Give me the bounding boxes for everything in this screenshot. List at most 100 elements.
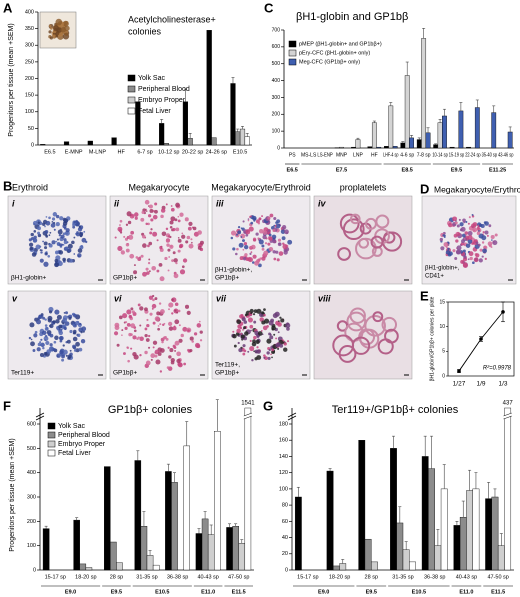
cell bbox=[160, 348, 165, 353]
cell bbox=[252, 313, 256, 316]
y-axis-label: Progenitors per tissue (mean +SEM) bbox=[8, 23, 15, 136]
cell bbox=[80, 338, 86, 344]
cell bbox=[337, 247, 351, 261]
cell bbox=[121, 329, 124, 332]
cell bbox=[179, 269, 186, 275]
cell bbox=[145, 210, 148, 212]
cell bbox=[168, 256, 171, 258]
cell bbox=[41, 314, 44, 317]
cell bbox=[339, 213, 360, 234]
cell bbox=[279, 343, 284, 348]
bar bbox=[85, 567, 93, 571]
cell bbox=[273, 257, 277, 261]
cell bbox=[255, 339, 260, 345]
cell bbox=[176, 351, 181, 357]
cell bbox=[358, 237, 370, 249]
cell bbox=[148, 204, 153, 209]
cell bbox=[61, 358, 65, 362]
cell bbox=[182, 326, 188, 332]
cell bbox=[68, 316, 72, 320]
column-header: Megakaryocyte/Erythroid bbox=[211, 182, 311, 192]
stage-label: E11.0 bbox=[201, 589, 215, 595]
bar bbox=[409, 137, 414, 149]
stage-label: E10.5 bbox=[155, 589, 169, 595]
cell bbox=[236, 247, 239, 251]
cell bbox=[173, 273, 179, 279]
x-tick-label: 15-17 sp bbox=[297, 574, 318, 580]
cells bbox=[28, 306, 87, 362]
cell bbox=[171, 312, 174, 315]
cell bbox=[31, 252, 37, 257]
cell bbox=[240, 332, 243, 335]
cell bbox=[383, 231, 396, 244]
y-tick-label: 0 bbox=[277, 145, 280, 151]
bar-break bbox=[503, 412, 512, 417]
bar bbox=[421, 456, 429, 571]
cell bbox=[175, 261, 178, 265]
cell bbox=[238, 348, 243, 353]
cell bbox=[269, 213, 274, 218]
cell bbox=[284, 229, 289, 235]
cell bbox=[193, 332, 198, 336]
cell bbox=[142, 271, 147, 277]
cell bbox=[262, 325, 268, 331]
cell bbox=[81, 237, 87, 243]
cell bbox=[65, 354, 68, 357]
cell bbox=[35, 244, 41, 250]
panel-letter: B bbox=[3, 178, 12, 193]
micrograph bbox=[421, 195, 517, 285]
cell bbox=[172, 251, 176, 255]
bar bbox=[421, 38, 427, 149]
inset-cell bbox=[64, 32, 69, 36]
cell bbox=[121, 334, 123, 336]
y-tick-label: 140 bbox=[279, 454, 288, 460]
x-tick-label: 20-22 sp bbox=[182, 149, 203, 155]
cell bbox=[64, 246, 69, 250]
bar bbox=[211, 137, 217, 146]
cell bbox=[58, 233, 62, 237]
cell bbox=[185, 240, 189, 244]
micrograph bbox=[7, 290, 107, 380]
cell bbox=[183, 362, 187, 366]
cell bbox=[245, 233, 249, 237]
cell bbox=[48, 243, 53, 248]
x-tick-label: 10-12 sp bbox=[158, 149, 179, 155]
cell bbox=[168, 302, 174, 308]
cells bbox=[114, 199, 204, 282]
bar bbox=[433, 144, 439, 149]
cell bbox=[370, 235, 384, 249]
cell bbox=[58, 330, 63, 336]
cell bbox=[148, 346, 151, 349]
tile-caption: Ter119+ bbox=[11, 370, 34, 377]
cell bbox=[192, 226, 197, 231]
cell bbox=[49, 323, 54, 329]
cell bbox=[46, 349, 52, 354]
bar bbox=[367, 146, 373, 149]
cell bbox=[72, 329, 77, 334]
cell bbox=[249, 339, 252, 343]
cell bbox=[178, 324, 181, 327]
cell bbox=[51, 217, 56, 221]
cell bbox=[273, 333, 276, 336]
bar bbox=[437, 122, 443, 149]
cell bbox=[126, 322, 131, 327]
micrograph bbox=[109, 290, 209, 380]
cell bbox=[156, 269, 160, 273]
cell bbox=[278, 320, 280, 323]
bar bbox=[110, 541, 117, 571]
cell bbox=[282, 242, 285, 245]
x-tick-label: MS-LS bbox=[301, 152, 317, 158]
cell bbox=[45, 220, 51, 226]
cell bbox=[240, 334, 245, 339]
micrograph bbox=[313, 290, 413, 380]
cell bbox=[45, 252, 48, 255]
panel-letter: A bbox=[3, 0, 13, 15]
legend-label: Embryo Proper bbox=[58, 441, 106, 448]
x-tick-label: 1/3 bbox=[498, 381, 507, 388]
cell bbox=[30, 341, 35, 347]
y-tick-label: 200 bbox=[25, 76, 34, 82]
cell bbox=[77, 248, 83, 253]
y-tick-label: 120 bbox=[279, 470, 288, 476]
bar bbox=[396, 522, 404, 571]
cell bbox=[126, 211, 132, 217]
